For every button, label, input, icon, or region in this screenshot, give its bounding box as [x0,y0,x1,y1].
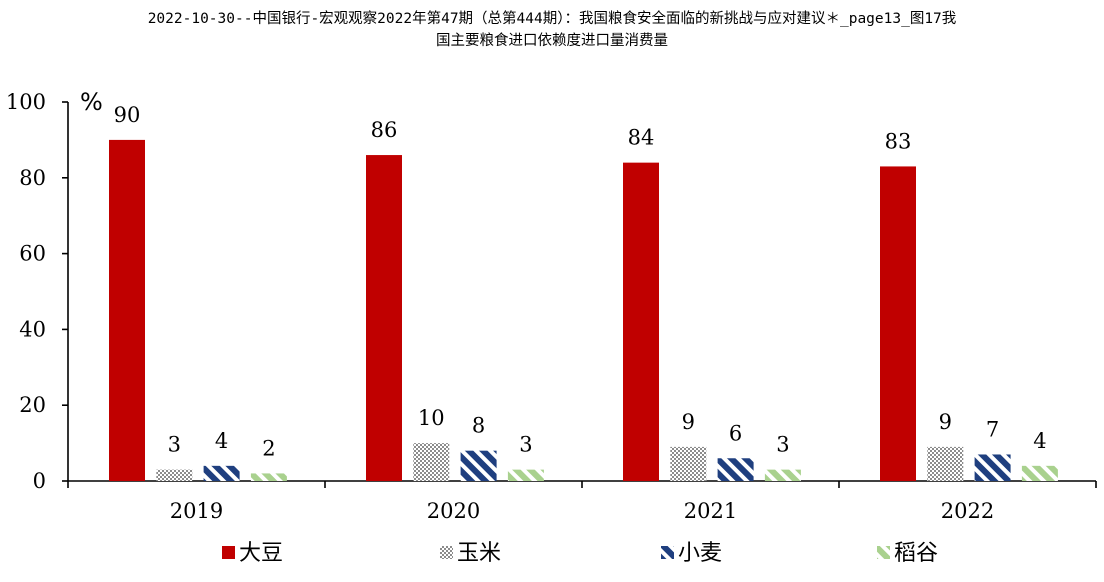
bar-玉米-2019 [156,469,193,481]
legend: 大豆 玉米 小麦 稻谷 [222,541,938,566]
y-tick-label: 80 [19,166,46,190]
x-tick-label: 2021 [684,499,737,523]
bar-稻谷-2021 [764,469,801,481]
y-tick-label: 0 [33,469,46,493]
data-label: 83 [885,129,912,153]
bar-大豆-2019 [109,139,145,481]
bar-稻谷-2020 [507,469,544,481]
data-label: 86 [371,118,398,142]
data-label: 3 [168,433,181,457]
x-tick-label: 2020 [427,499,480,523]
y-tick-label: 40 [19,317,46,341]
bar-大豆-2020 [366,155,402,481]
bar-玉米-2022 [927,446,964,481]
data-label: 3 [519,433,532,457]
legend-swatch-玉米 [440,546,453,559]
bar-大豆-2021 [623,162,659,481]
legend-label: 稻谷 [894,541,938,566]
bar-小麦-2020 [460,450,497,481]
data-label: 2 [262,436,275,460]
legend-label: 小麦 [678,541,722,566]
x-tick-label: 2019 [170,499,223,523]
legend-label: 玉米 [457,541,501,566]
data-label: 3 [776,433,789,457]
bar-稻谷-2019 [250,473,287,481]
bar-小麦-2021 [717,458,754,481]
y-axis-unit-label: % [80,88,103,116]
data-label: 90 [114,103,141,127]
legend-swatch-小麦 [661,546,674,559]
y-tick-label: 20 [19,393,46,417]
bar-小麦-2019 [203,465,240,481]
bar-玉米-2021 [670,446,707,481]
data-label: 8 [472,414,485,438]
legend-swatch-大豆 [222,546,235,559]
bar-玉米-2020 [413,443,450,481]
data-label: 84 [628,126,655,150]
data-label: 9 [939,410,952,434]
data-label: 6 [729,421,742,445]
data-label: 4 [1033,429,1046,453]
y-tick-label: 60 [19,242,46,266]
bar-稻谷-2022 [1021,465,1058,481]
legend-swatch-稻谷 [877,546,890,559]
data-label: 9 [682,410,695,434]
data-label: 7 [986,417,999,441]
data-label: 10 [418,406,445,430]
bar-小麦-2022 [974,454,1011,481]
chart-title: 2022-10-30--中国银行-宏观观察2022年第47期（总第444期）：我… [0,8,1104,52]
title-line-1: 2022-10-30--中国银行-宏观观察2022年第47期（总第444期）：我… [147,11,957,27]
y-tick-label: 100 [6,90,46,114]
data-label: 4 [215,429,228,453]
legend-label: 大豆 [239,541,283,566]
bars [109,139,1058,481]
bar-大豆-2022 [880,166,916,481]
title-line-2: 国主要粮食进口依赖度进口量消费量 [436,33,668,49]
x-tick-label: 2022 [941,499,994,523]
